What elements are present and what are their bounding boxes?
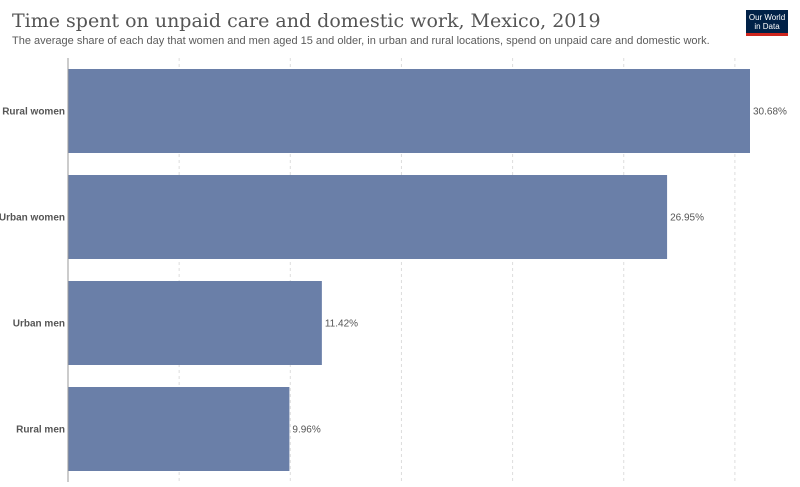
category-label-rural-women: Rural women (2, 107, 65, 118)
bar-rural-men[interactable] (68, 387, 290, 471)
bar-urban-men[interactable] (68, 281, 322, 365)
chart-subtitle: The average share of each day that women… (12, 35, 710, 47)
value-label-rural-men: 9.96% (292, 425, 320, 436)
gridlines (178, 58, 736, 482)
chart-title: Time spent on unpaid care and domestic w… (12, 10, 601, 32)
bars (68, 69, 750, 471)
category-label-urban-men: Urban men (13, 319, 65, 330)
value-label-rural-women: 30.68% (753, 107, 787, 118)
category-label-rural-men: Rural men (16, 425, 65, 436)
bar-rural-women[interactable] (68, 69, 750, 153)
owid-logo[interactable]: Our World in Data (746, 10, 788, 36)
category-label-urban-women: Urban women (0, 213, 65, 224)
logo-line-1: Our World (748, 13, 786, 22)
labels: Rural women 30.68% Urban women 26.95% Urban … (0, 107, 787, 436)
value-label-urban-men: 11.42% (325, 319, 358, 330)
bar-urban-women[interactable] (68, 175, 668, 259)
logo-line-2: in Data (754, 22, 780, 31)
value-label-urban-women: 26.95% (670, 213, 704, 224)
